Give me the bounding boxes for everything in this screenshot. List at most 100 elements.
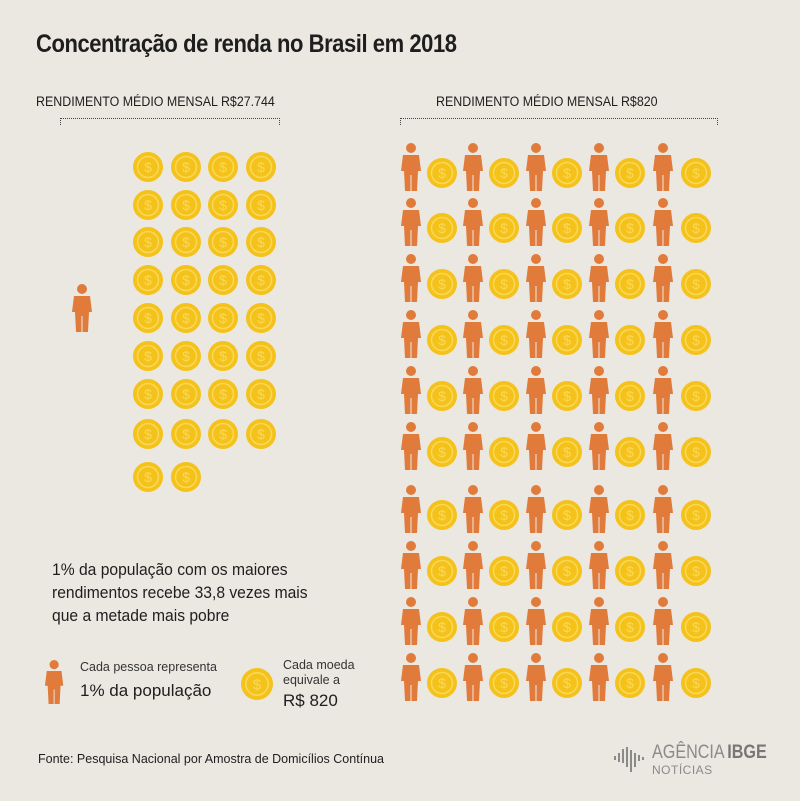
summary-text: 1% da população com os maiores rendiment… — [52, 558, 308, 627]
coin-icon: $ — [133, 341, 163, 376]
coin-icon: $ — [208, 227, 238, 262]
person-icon — [588, 254, 610, 307]
coin-icon: $ — [246, 379, 276, 414]
svg-text:$: $ — [257, 159, 265, 175]
svg-text:$: $ — [144, 310, 152, 326]
logo-name: AGÊNCIA — [652, 742, 725, 763]
right-header: RENDIMENTO MÉDIO MENSAL R$820 — [436, 94, 658, 109]
svg-text:$: $ — [182, 159, 190, 175]
person-icon — [588, 541, 610, 594]
coin-icon: $ — [489, 381, 519, 416]
coin-icon: $ — [427, 269, 457, 304]
coin-icon: $ — [489, 437, 519, 472]
person-icon — [400, 597, 422, 650]
svg-text:$: $ — [219, 234, 227, 250]
person-icon — [462, 485, 484, 538]
coin-icon: $ — [171, 419, 201, 454]
person-icon — [525, 653, 547, 706]
coin-icon: $ — [133, 265, 163, 300]
left-bracket — [60, 118, 280, 125]
person-icon — [588, 366, 610, 419]
svg-text:$: $ — [257, 386, 265, 402]
person-icon — [588, 485, 610, 538]
person-icon — [400, 366, 422, 419]
person-icon — [462, 143, 484, 196]
person-icon — [588, 143, 610, 196]
svg-text:$: $ — [500, 165, 508, 181]
coin-icon: $ — [552, 213, 582, 248]
svg-text:$: $ — [692, 276, 700, 292]
svg-text:$: $ — [563, 388, 571, 404]
person-icon — [462, 597, 484, 650]
coin-icon: $ — [246, 265, 276, 300]
svg-text:$: $ — [182, 469, 190, 485]
coin-icon: $ — [615, 612, 645, 647]
coin-icon: $ — [552, 381, 582, 416]
coin-icon: $ — [427, 612, 457, 647]
person-icon — [462, 422, 484, 475]
svg-text:$: $ — [257, 426, 265, 442]
person-icon — [400, 254, 422, 307]
coin-icon: $ — [427, 158, 457, 193]
svg-text:$: $ — [253, 676, 262, 693]
svg-text:$: $ — [144, 272, 152, 288]
person-icon — [588, 422, 610, 475]
coin-icon: $ — [208, 419, 238, 454]
logo-brand: IBGE — [727, 742, 767, 763]
coin-icon: $ — [171, 227, 201, 262]
coin-icon: $ — [208, 303, 238, 338]
coin-icon: $ — [171, 265, 201, 300]
coin-icon: $ — [133, 303, 163, 338]
svg-text:$: $ — [257, 310, 265, 326]
svg-text:$: $ — [626, 444, 634, 460]
person-icon — [462, 653, 484, 706]
coin-icon: $ — [552, 500, 582, 535]
coin-icon: $ — [615, 213, 645, 248]
svg-text:$: $ — [438, 507, 446, 523]
person-icon — [400, 653, 422, 706]
coin-icon: $ — [171, 190, 201, 225]
person-icon — [652, 310, 674, 363]
svg-text:$: $ — [257, 197, 265, 213]
svg-text:$: $ — [692, 388, 700, 404]
coin-icon: $ — [427, 213, 457, 248]
coin-icon: $ — [133, 190, 163, 225]
svg-text:$: $ — [438, 332, 446, 348]
person-icon — [525, 485, 547, 538]
svg-text:$: $ — [144, 348, 152, 364]
coin-icon: $ — [552, 158, 582, 193]
coin-icon: $ — [171, 462, 201, 497]
person-icon — [400, 143, 422, 196]
svg-text:$: $ — [257, 272, 265, 288]
svg-text:$: $ — [182, 426, 190, 442]
svg-text:$: $ — [500, 276, 508, 292]
coin-icon: $ — [246, 419, 276, 454]
svg-text:$: $ — [500, 619, 508, 635]
svg-text:$: $ — [500, 507, 508, 523]
ibge-logo-icon — [614, 747, 644, 772]
logo-sub: NOTÍCIAS — [652, 763, 713, 777]
svg-text:$: $ — [692, 220, 700, 236]
person-icon — [588, 310, 610, 363]
coin-icon: $ — [489, 668, 519, 703]
coin-icon: $ — [208, 341, 238, 376]
svg-text:$: $ — [692, 675, 700, 691]
svg-text:$: $ — [563, 276, 571, 292]
person-icon — [652, 143, 674, 196]
coin-icon: $ — [552, 668, 582, 703]
svg-text:$: $ — [144, 234, 152, 250]
svg-text:$: $ — [692, 507, 700, 523]
coin-icon: $ — [615, 556, 645, 591]
svg-text:$: $ — [219, 159, 227, 175]
person-icon — [525, 310, 547, 363]
svg-text:$: $ — [626, 619, 634, 635]
svg-text:$: $ — [692, 165, 700, 181]
svg-text:$: $ — [144, 159, 152, 175]
source-note: Fonte: Pesquisa Nacional por Amostra de … — [38, 752, 385, 766]
coin-icon: $ — [552, 556, 582, 591]
coin-icon: $ — [681, 381, 711, 416]
coin-icon: $ — [427, 437, 457, 472]
svg-text:$: $ — [563, 220, 571, 236]
coin-icon: $ — [681, 556, 711, 591]
coin-icon: $ — [241, 668, 273, 705]
